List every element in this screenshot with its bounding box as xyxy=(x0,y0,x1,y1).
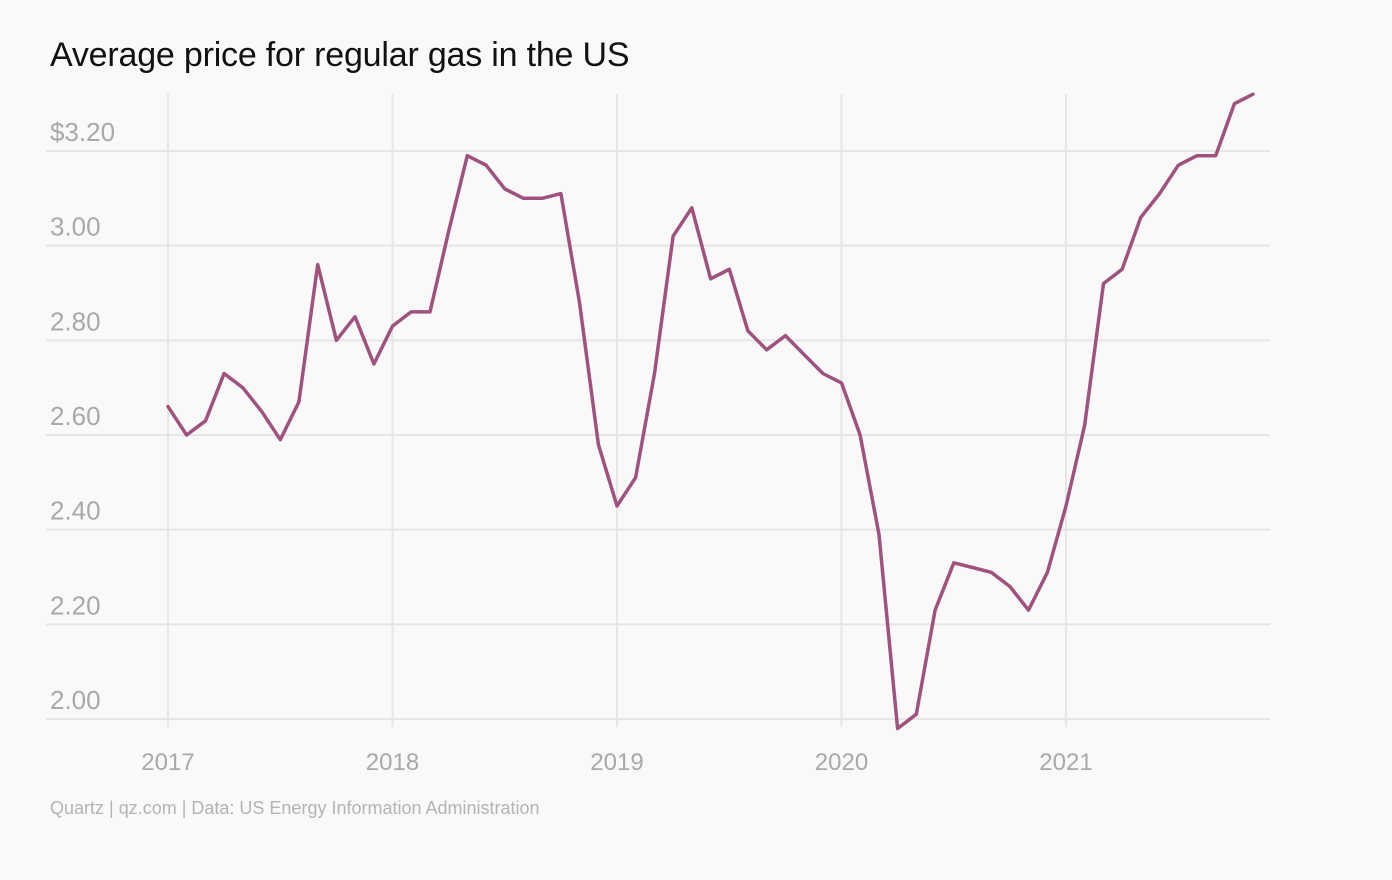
vertical-grid xyxy=(167,94,1067,727)
y-tick-label: 2.60 xyxy=(50,401,101,431)
x-tick-label: 2020 xyxy=(815,749,868,776)
x-tick-label: 2021 xyxy=(1039,749,1092,776)
y-tick-label: 2.20 xyxy=(50,590,101,620)
source-credit: Quartz | qz.com | Data: US Energy Inform… xyxy=(50,798,540,818)
y-tick-label: 2.80 xyxy=(50,306,101,336)
x-tick-label: 2018 xyxy=(366,749,419,776)
series-group xyxy=(166,92,1255,731)
x-tick-label: 2017 xyxy=(141,749,194,776)
y-tick-label: 2.40 xyxy=(50,496,101,526)
series-line-0 xyxy=(166,92,1255,731)
chart-title: Average price for regular gas in the US xyxy=(50,36,630,74)
y-tick-label: $3.20 xyxy=(50,117,115,147)
y-tick-label: 3.00 xyxy=(50,212,101,242)
horizontal-grid xyxy=(46,150,1270,720)
x-tick-label: 2019 xyxy=(590,749,643,776)
x-axis-tick-labels: 2017 2018 2019 2020 2021 xyxy=(141,749,1092,776)
y-tick-label: 2.00 xyxy=(50,685,101,715)
y-axis-tick-labels: 2.00 2.20 2.40 2.60 2.80 3.00 $3.20 xyxy=(50,117,115,715)
